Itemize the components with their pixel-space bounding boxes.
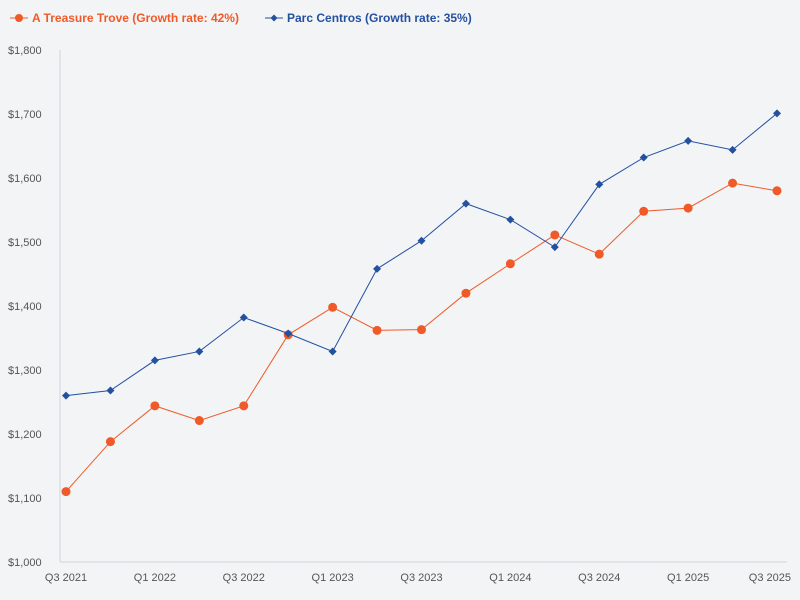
y-tick-label: $1,000: [8, 557, 42, 569]
data-point: [239, 313, 248, 322]
series-0: [61, 178, 782, 497]
data-point: [372, 325, 382, 335]
y-tick-label: $1,200: [8, 429, 42, 441]
plot-area: [61, 109, 782, 497]
data-point: [194, 416, 204, 426]
x-tick-label: Q3 2021: [45, 572, 87, 584]
data-point: [417, 325, 426, 335]
data-point: [550, 230, 560, 240]
data-point: [328, 302, 338, 312]
y-tick-label: $1,100: [8, 493, 42, 505]
legend-marker: [15, 14, 23, 22]
data-point: [328, 347, 337, 356]
data-point: [62, 391, 70, 400]
series-line: [65, 112, 778, 397]
data-point: [595, 180, 604, 189]
x-tick-label: Q3 2025: [749, 572, 791, 584]
series-line: [65, 182, 778, 492]
data-point: [772, 186, 782, 196]
data-point: [684, 136, 693, 145]
x-tick-label: Q3 2023: [400, 572, 442, 584]
data-point: [106, 386, 115, 395]
data-point: [505, 259, 515, 269]
x-tick-label: Q3 2022: [223, 572, 265, 584]
legend-label: A Treasure Trove (Growth rate: 42%): [32, 11, 239, 25]
y-tick-label: $1,800: [8, 45, 42, 57]
x-axis: Q3 2021 Q1 2022 Q3 2022 Q1 2023 Q3 2023 Q1 20…: [45, 561, 791, 584]
data-point: [683, 203, 693, 213]
y-tick-label: $1,400: [8, 301, 42, 313]
data-point: [639, 153, 648, 162]
legend-item-0: A Treasure Trove (Growth rate: 42%): [10, 11, 239, 25]
data-point: [417, 236, 426, 245]
legend-label: Parc Centros (Growth rate: 35%): [287, 11, 472, 25]
legend-marker: [270, 14, 278, 22]
y-tick-label: $1,700: [8, 109, 42, 121]
data-point: [150, 401, 160, 411]
data-point: [373, 264, 382, 273]
y-tick-label: $1,500: [8, 237, 42, 249]
x-tick-label: Q1 2024: [489, 572, 531, 584]
x-tick-label: Q1 2023: [312, 572, 354, 584]
y-axis: $1,000 $1,100 $1,200 $1,300 $1,400 $1,500 $1,6…: [8, 45, 61, 569]
data-point: [239, 401, 249, 411]
x-tick-label: Q3 2024: [578, 572, 620, 584]
data-point: [461, 288, 471, 298]
data-point: [728, 145, 737, 154]
x-tick-label: Q1 2025: [667, 572, 709, 584]
data-point: [639, 206, 649, 216]
y-tick-label: $1,300: [8, 365, 42, 377]
data-point: [105, 437, 115, 447]
y-tick-label: $1,600: [8, 173, 42, 185]
data-point: [550, 243, 559, 252]
data-point: [195, 347, 204, 356]
data-point: [461, 199, 470, 208]
data-point: [728, 178, 738, 188]
data-point: [594, 249, 604, 259]
legend-item-1: Parc Centros (Growth rate: 35%): [265, 11, 472, 25]
data-point: [150, 356, 159, 365]
x-tick-label: Q1 2022: [134, 572, 176, 584]
series-1: [62, 109, 781, 400]
data-point: [506, 215, 515, 224]
legend: A Treasure Trove (Growth rate: 42%) Parc …: [10, 11, 472, 25]
data-point: [61, 487, 71, 497]
data-point: [773, 109, 781, 118]
data-point: [284, 329, 293, 338]
